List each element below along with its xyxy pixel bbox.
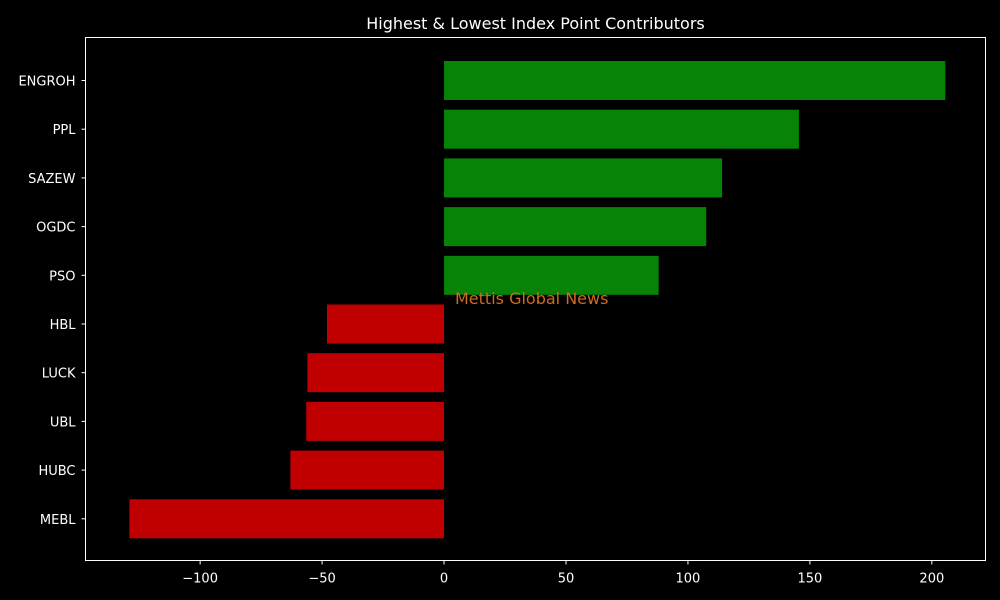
- bars-layer: [129, 61, 946, 539]
- bar-mebl: [129, 499, 445, 539]
- bar-hbl: [326, 304, 445, 344]
- bar-hubc: [290, 450, 445, 490]
- y-tick-label: PPL: [53, 123, 77, 138]
- y-tick-label: HUBC: [38, 464, 75, 479]
- bar-sazew: [444, 158, 723, 198]
- bar-ogdc: [444, 207, 707, 247]
- y-axis: ENGROH PPL SAZEW OGDC PSO HBL LUCK UBL HUBC MEBL: [18, 75, 86, 528]
- bar-ppl: [444, 109, 799, 149]
- x-tick-label: 100: [676, 572, 701, 587]
- y-tick-label: OGDC: [36, 221, 75, 236]
- bar-engroh: [444, 61, 946, 100]
- chart-title: Highest & Lowest Index Point Contributor…: [366, 14, 705, 33]
- y-tick-label: SAZEW: [28, 172, 76, 187]
- bar-ubl: [306, 401, 445, 441]
- y-tick-label: UBL: [50, 415, 76, 430]
- x-tick-label: 150: [797, 572, 822, 587]
- x-tick-label: −100: [182, 572, 218, 587]
- y-tick-label: PSO: [49, 269, 75, 284]
- x-tick-label: 200: [919, 572, 944, 587]
- x-tick-label: 50: [558, 572, 575, 587]
- x-tick-label: −50: [308, 572, 335, 587]
- y-tick-label: LUCK: [42, 367, 76, 382]
- x-tick-label: 0: [440, 572, 448, 587]
- y-tick-label: HBL: [50, 318, 77, 333]
- plot-frame: [85, 37, 986, 561]
- y-tick-label: ENGROH: [18, 75, 75, 90]
- x-axis: −100 −50 0 50 100 150 200: [182, 560, 944, 587]
- watermark: Mettis Global News: [455, 289, 608, 308]
- bar-pso: [444, 255, 659, 295]
- bar-luck: [307, 353, 445, 393]
- y-tick-label: MEBL: [40, 513, 76, 528]
